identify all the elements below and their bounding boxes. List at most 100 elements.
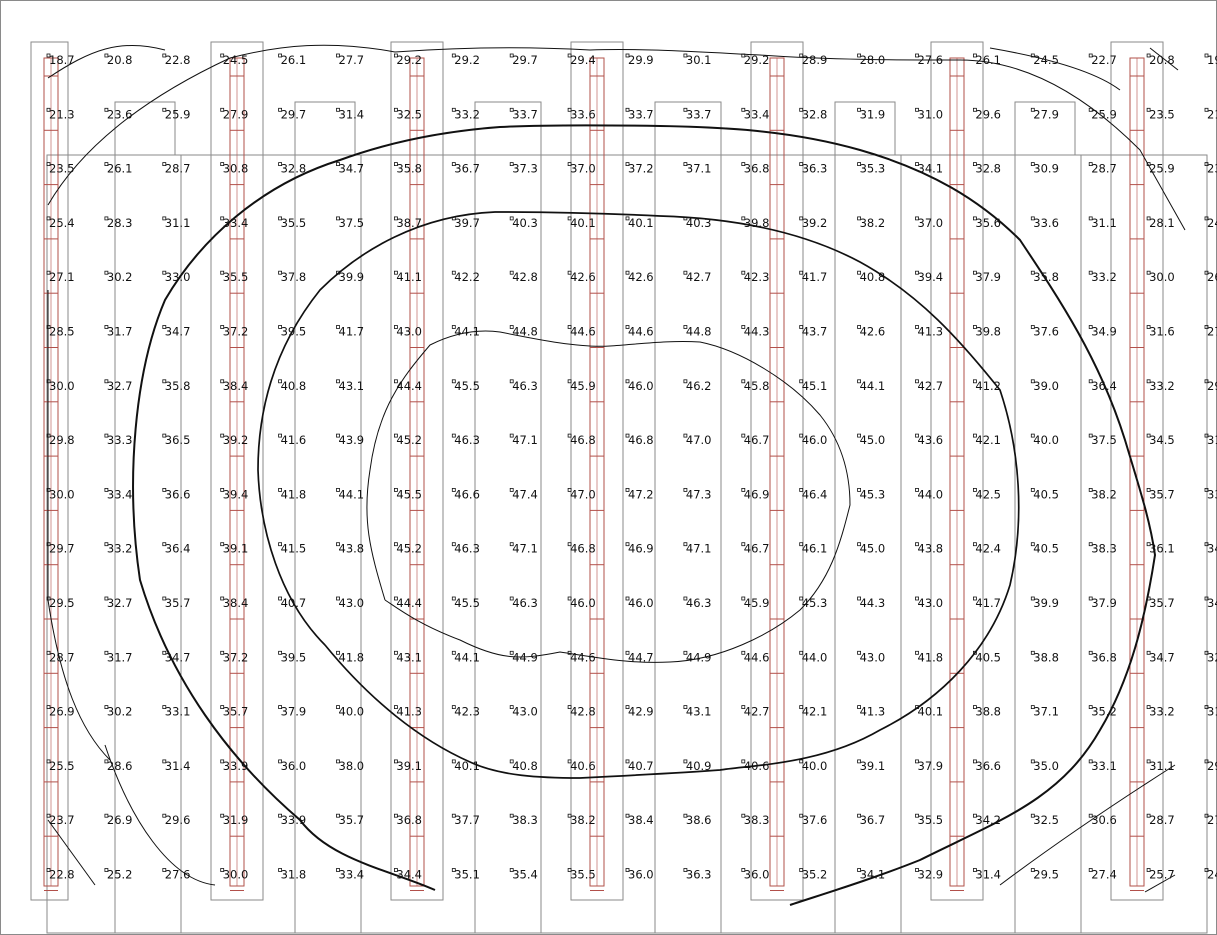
grid-value-label: 45.0 bbox=[860, 542, 886, 556]
grid-value-label: 41.7 bbox=[975, 596, 1001, 610]
grid-point-marker bbox=[1146, 813, 1151, 818]
grid-value-label: 43.8 bbox=[339, 542, 365, 556]
grid-point-marker bbox=[1030, 596, 1035, 601]
grid-point-marker bbox=[451, 107, 456, 112]
grid-value-label: 41.5 bbox=[281, 542, 307, 556]
grid-value-label: 39.9 bbox=[339, 270, 365, 284]
grid-value-label: 35.6 bbox=[975, 216, 1001, 230]
grid-point-marker bbox=[915, 433, 919, 438]
grid-value-label: 31.0 bbox=[1207, 433, 1217, 447]
grid-value-label: 31.6 bbox=[1149, 325, 1175, 339]
grid-value-label: 39.4 bbox=[918, 270, 944, 284]
grid-point-marker bbox=[857, 379, 861, 384]
grid-value-label: 18.7 bbox=[49, 53, 75, 67]
grid-value-label: 42.7 bbox=[686, 270, 712, 284]
grid-point-marker bbox=[625, 107, 630, 112]
grid-value-label: 40.5 bbox=[1033, 487, 1059, 501]
grid-point-marker bbox=[1030, 650, 1035, 655]
grid-point-marker bbox=[509, 379, 514, 384]
grid-value-label: 41.8 bbox=[918, 650, 944, 664]
grid-value-label: 40.8 bbox=[860, 270, 886, 284]
grid-point-marker bbox=[393, 868, 398, 872]
grid-value-label: 27.9 bbox=[223, 107, 249, 121]
outline-column-block bbox=[570, 41, 624, 901]
grid-point-marker bbox=[278, 487, 283, 492]
grid-point-marker bbox=[1204, 162, 1209, 167]
grid-value-label: 33.4 bbox=[107, 487, 133, 501]
grid-point-marker bbox=[509, 162, 514, 167]
grid-point-marker bbox=[915, 813, 919, 818]
grid-point-marker bbox=[799, 759, 804, 764]
grid-value-label: 46.3 bbox=[686, 596, 712, 610]
grid-value-label: 42.3 bbox=[744, 270, 770, 284]
grid-value-label: 23.0 bbox=[1207, 162, 1217, 176]
grid-point-marker bbox=[104, 868, 109, 872]
grid-point-marker bbox=[741, 270, 746, 275]
grid-value-label: 44.0 bbox=[802, 650, 828, 664]
grid-value-label: 41.8 bbox=[339, 650, 365, 664]
grid-value-label: 29.6 bbox=[975, 107, 1001, 121]
grid-point-marker bbox=[973, 487, 977, 492]
grid-value-label: 33.3 bbox=[107, 433, 133, 447]
grid-value-label: 29.2 bbox=[744, 53, 770, 67]
grid-point-marker bbox=[799, 542, 804, 547]
grid-point-marker bbox=[1088, 813, 1093, 818]
grid-point-marker bbox=[46, 433, 51, 438]
grid-point-marker bbox=[1204, 596, 1209, 601]
grid-value-label: 32.9 bbox=[1207, 650, 1217, 664]
grid-value-label: 26.9 bbox=[49, 705, 75, 719]
grid-value-label: 26.1 bbox=[107, 162, 133, 176]
grid-point-marker bbox=[1146, 53, 1151, 58]
grid-value-label: 44.3 bbox=[744, 325, 770, 339]
grid-point-marker bbox=[799, 216, 804, 221]
grid-value-label: 32.8 bbox=[281, 162, 307, 176]
grid-point-marker bbox=[451, 542, 456, 547]
grid-point-marker bbox=[1088, 487, 1093, 492]
grid-value-label: 39.2 bbox=[802, 216, 828, 230]
grid-point-marker bbox=[509, 325, 514, 329]
grid-point-marker bbox=[915, 759, 919, 764]
grid-value-label: 34.0 bbox=[1207, 596, 1217, 610]
grid-value-label: 36.8 bbox=[1091, 650, 1117, 664]
grid-point-marker bbox=[336, 759, 340, 764]
grid-value-label: 46.7 bbox=[744, 433, 770, 447]
grid-point-marker bbox=[220, 868, 225, 872]
grid-value-label: 40.1 bbox=[454, 759, 480, 773]
room-outline-lines bbox=[30, 41, 1208, 934]
grid-value-label: 36.1 bbox=[1149, 542, 1175, 556]
grid-point-marker bbox=[336, 542, 340, 547]
grid-value-label: 38.6 bbox=[686, 813, 712, 827]
grid-point-marker bbox=[915, 53, 919, 58]
grid-point-marker bbox=[799, 53, 804, 58]
grid-point-marker bbox=[104, 813, 109, 818]
grid-point-marker bbox=[567, 542, 572, 547]
grid-point-marker bbox=[973, 53, 977, 58]
isoline bbox=[104, 744, 216, 886]
grid-value-label: 35.5 bbox=[223, 270, 249, 284]
grid-point-marker bbox=[393, 487, 398, 492]
grid-point-marker bbox=[625, 759, 630, 764]
grid-value-label: 35.2 bbox=[1091, 705, 1117, 719]
grid-value-label: 35.0 bbox=[1033, 759, 1059, 773]
grid-value-label: 35.5 bbox=[918, 813, 944, 827]
grid-point-marker bbox=[1204, 813, 1209, 818]
grid-point-marker bbox=[683, 596, 688, 601]
grid-point-marker bbox=[336, 325, 340, 329]
grid-value-label: 24.5 bbox=[223, 53, 249, 67]
grid-value-label: 36.3 bbox=[686, 868, 712, 882]
grid-value-label: 42.1 bbox=[802, 705, 828, 719]
grid-value-label: 46.1 bbox=[802, 542, 828, 556]
grid-value-label: 42.8 bbox=[512, 270, 538, 284]
grid-point-marker bbox=[46, 596, 51, 601]
grid-value-label: 36.6 bbox=[165, 487, 191, 501]
illuminance-values: 18.7 20.8 22.8 24.5 26.1 27.7 29.2 29.2 29.7 29.4… bbox=[46, 53, 1217, 882]
grid-value-label: 40.7 bbox=[628, 759, 654, 773]
grid-point-marker bbox=[799, 107, 804, 112]
grid-point-marker bbox=[1204, 433, 1209, 438]
grid-value-label: 29.7 bbox=[512, 53, 538, 67]
grid-value-label: 29.7 bbox=[281, 107, 307, 121]
grid-point-marker bbox=[799, 596, 804, 601]
grid-point-marker bbox=[104, 162, 109, 167]
grid-value-label: 38.4 bbox=[223, 379, 249, 393]
grid-value-label: 22.8 bbox=[49, 868, 75, 882]
